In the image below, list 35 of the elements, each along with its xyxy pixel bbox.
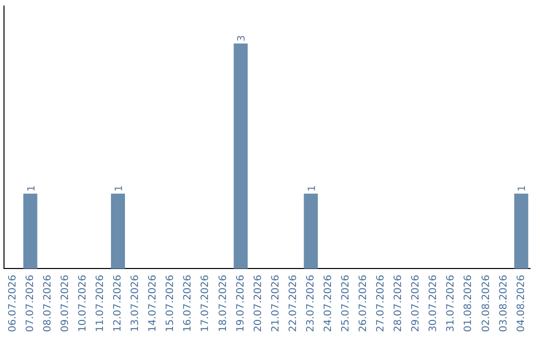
data-label: 1 <box>517 185 528 192</box>
x-tick-label: 14.07.2026 <box>148 274 159 332</box>
x-tick-label: 29.07.2026 <box>410 274 422 332</box>
x-tick-label: 22.07.2026 <box>288 274 299 332</box>
x-tick-label: 26.07.2026 <box>358 274 370 332</box>
x-tick-label: 27.07.2026 <box>376 274 387 332</box>
x-tick-label: 30.07.2026 <box>428 274 440 332</box>
x-tick-label: 25.07.2026 <box>340 274 352 332</box>
x-tick-label: 23.07.2026 <box>305 274 316 332</box>
x-tick-label: 24.07.2026 <box>322 274 334 332</box>
x-tick-label: 04.08.2026 <box>516 274 527 332</box>
x-tick-label: 11.07.2026 <box>95 274 106 332</box>
x-tick-label: 15.07.2026 <box>165 274 176 332</box>
x-tick-label: 21.07.2026 <box>270 274 282 332</box>
data-label: 1 <box>114 185 125 192</box>
x-tick-label: 10.07.2026 <box>77 274 88 332</box>
x-tick-label: 18.07.2026 <box>218 274 229 332</box>
x-tick-label: 31.07.2026 <box>446 274 457 332</box>
x-tick-label: 09.07.2026 <box>60 274 71 332</box>
data-label: 3 <box>236 35 248 42</box>
x-tick-label: 16.07.2026 <box>182 274 194 332</box>
x-tick-label: 08.07.2026 <box>42 274 54 332</box>
data-label: 1 <box>306 185 318 192</box>
x-tick-label: 19.07.2026 <box>235 274 246 332</box>
x-tick-label: 07.07.2026 <box>24 274 36 332</box>
x-tick-label: 13.07.2026 <box>130 274 142 332</box>
x-tick-label: 06.07.2026 <box>7 274 18 332</box>
x-tick-label: 02.08.2026 <box>480 274 492 332</box>
x-tick-label: 01.08.2026 <box>463 274 474 332</box>
x-tick-label: 20.07.2026 <box>252 274 264 332</box>
x-tick-label: 03.08.2026 <box>498 274 510 332</box>
data-label: 1 <box>26 185 38 192</box>
x-tick-label: 12.07.2026 <box>112 274 124 332</box>
x-tick-label: 17.07.2026 <box>200 274 212 332</box>
x-tick-label: 28.07.2026 <box>393 274 404 332</box>
